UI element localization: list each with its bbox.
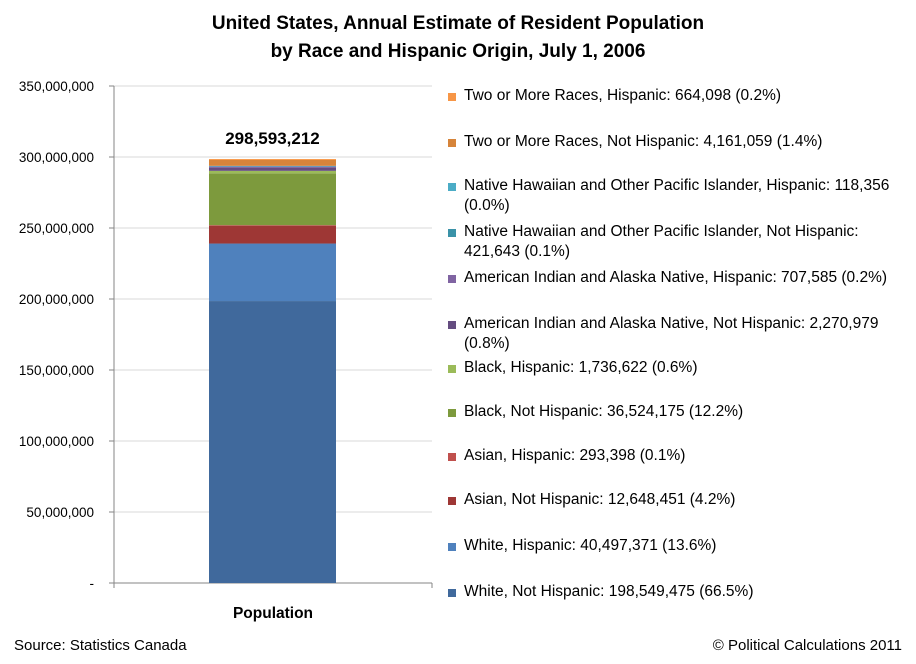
legend-swatch [448, 497, 456, 505]
chart-title: United States, Annual Estimate of Reside… [0, 10, 916, 66]
y-tick-label: 300,000,000 [19, 150, 94, 165]
legend-label: American Indian and Alaska Native, Not H… [464, 315, 879, 352]
bar-segment [209, 173, 336, 226]
legend-item: Two or More Races, Not Hispanic: 4,161,0… [448, 132, 908, 152]
legend-swatch [448, 139, 456, 147]
y-tick-label: 50,000,000 [26, 505, 94, 520]
legend-item: Native Hawaiian and Other Pacific Island… [448, 222, 908, 262]
legend-swatch [448, 321, 456, 329]
legend-swatch [448, 229, 456, 237]
legend-label: White, Hispanic: 40,497,371 (13.6%) [464, 537, 717, 554]
legend-label: Black, Not Hispanic: 36,524,175 (12.2%) [464, 403, 744, 420]
legend-swatch [448, 543, 456, 551]
legend-item: White, Hispanic: 40,497,371 (13.6%) [448, 536, 908, 556]
stacked-bar [209, 158, 336, 583]
legend-label: Asian, Not Hispanic: 12,648,451 (4.2%) [464, 491, 736, 508]
x-category-label: Population [233, 605, 313, 622]
y-tick-label: 150,000,000 [19, 363, 94, 378]
legend-label: Two or More Races, Hispanic: 664,098 (0.… [464, 87, 782, 104]
source-note: Source: Statistics Canada [14, 637, 187, 654]
legend-label: Black, Hispanic: 1,736,622 (0.6%) [464, 359, 698, 376]
legend-item: American Indian and Alaska Native, Not H… [448, 314, 908, 354]
legend-item: Asian, Not Hispanic: 12,648,451 (4.2%) [448, 490, 908, 510]
y-tick-label: 100,000,000 [19, 434, 94, 449]
legend-swatch [448, 589, 456, 597]
bar-segment [209, 165, 336, 167]
y-tick-label: 200,000,000 [19, 292, 94, 307]
legend-item: American Indian and Alaska Native, Hispa… [448, 268, 908, 288]
legend-label: Native Hawaiian and Other Pacific Island… [464, 177, 890, 214]
legend-label: Native Hawaiian and Other Pacific Island… [464, 223, 859, 260]
bar-segment [209, 301, 336, 583]
legend-label: Two or More Races, Not Hispanic: 4,161,0… [464, 133, 823, 150]
legend-swatch [448, 183, 456, 191]
legend-swatch [448, 275, 456, 283]
y-tick-label: - [90, 576, 95, 591]
bar-total-label: 298,593,212 [225, 129, 320, 148]
bar-segment [209, 225, 336, 226]
legend-swatch [448, 93, 456, 101]
legend-item: Black, Hispanic: 1,736,622 (0.6%) [448, 358, 908, 378]
chart-title-line-2: by Race and Hispanic Origin, July 1, 200… [270, 41, 646, 62]
legend-item: White, Not Hispanic: 198,549,475 (66.5%) [448, 582, 908, 602]
legend-swatch [448, 365, 456, 373]
bar-segment [209, 170, 336, 174]
legend-item: Native Hawaiian and Other Pacific Island… [448, 176, 908, 216]
legend-item: Two or More Races, Hispanic: 664,098 (0.… [448, 86, 908, 106]
legend-label: White, Not Hispanic: 198,549,475 (66.5%) [464, 583, 754, 600]
bar-segment [209, 243, 336, 302]
gridlines [114, 85, 432, 513]
copyright-note: © Political Calculations 2011 [712, 637, 902, 654]
bar-segment [209, 158, 336, 160]
y-tick-label: 250,000,000 [19, 221, 94, 236]
bar-segment [209, 167, 336, 171]
legend-swatch [448, 453, 456, 461]
bar-segment [209, 225, 336, 244]
legend-label: Asian, Hispanic: 293,398 (0.1%) [464, 447, 686, 464]
chart-title-line-1: United States, Annual Estimate of Reside… [211, 13, 705, 34]
bar-segment [209, 166, 336, 168]
legend-swatch [448, 409, 456, 417]
legend-item: Asian, Hispanic: 293,398 (0.1%) [448, 446, 908, 466]
bar-segment [209, 159, 336, 166]
legend-item: Black, Not Hispanic: 36,524,175 (12.2%) [448, 402, 908, 422]
legend-label: American Indian and Alaska Native, Hispa… [464, 269, 888, 286]
y-axis-ticks: - 50,000,000 100,000,000 150,000,000 200,000… [19, 79, 433, 591]
y-tick-label: 350,000,000 [19, 79, 94, 94]
